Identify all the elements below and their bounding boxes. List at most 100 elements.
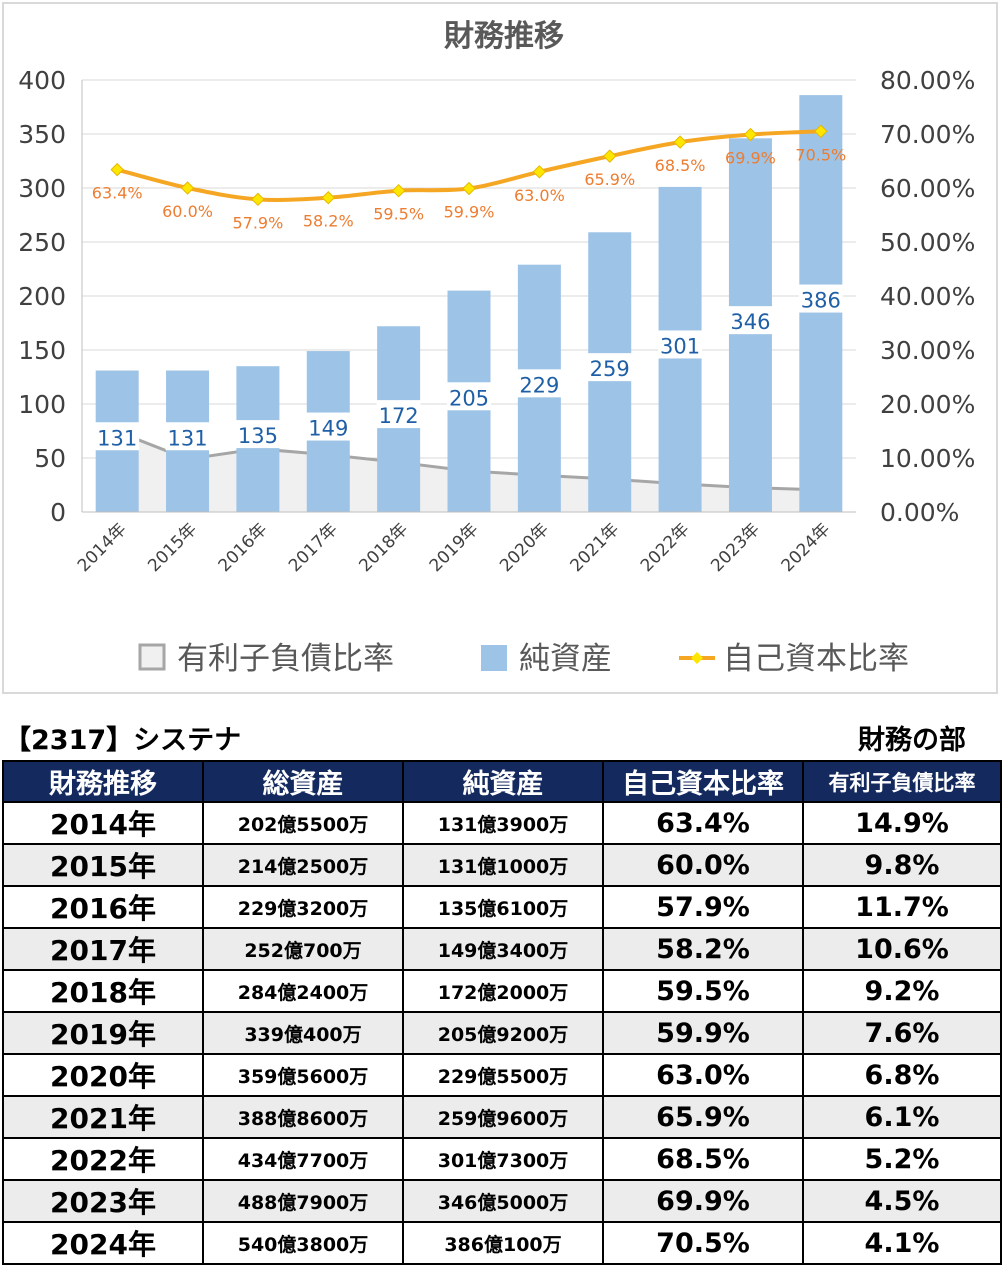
bar-data-label: 149 <box>308 417 348 441</box>
cell-year: 2024年 <box>2 1221 204 1265</box>
cell-net-assets: 149億3400万 <box>402 927 604 971</box>
line-data-label: 63.0% <box>514 186 565 205</box>
y-left-tick-label: 100 <box>18 390 66 419</box>
legend-marker-equity-ratio <box>691 652 703 664</box>
cell-total-assets: 252億700万 <box>202 927 404 971</box>
y-right-tick-label: 10.00% <box>880 444 975 473</box>
y-right-tick-label: 0.00% <box>880 498 959 527</box>
cell-equity-ratio: 70.5% <box>602 1221 804 1265</box>
legend-swatch-net-assets <box>481 645 507 671</box>
company-label: 【2317】システナ <box>4 725 242 756</box>
x-tick-label: 2023年 <box>707 519 764 576</box>
y-right-tick-label: 70.00% <box>880 120 975 149</box>
bar-data-label: 229 <box>519 373 559 397</box>
cell-debt-ratio: 11.7% <box>802 885 1002 929</box>
line-data-label: 58.2% <box>303 212 354 231</box>
table-row: 2018年 284億2400万 172億2000万 59.5% 9.2% <box>2 969 1002 1013</box>
line-point-equity-ratio <box>603 149 617 163</box>
bar-label-bg <box>447 382 491 411</box>
cell-net-assets: 131億1000万 <box>402 843 604 887</box>
cell-total-assets: 339億400万 <box>202 1011 404 1055</box>
line-data-label: 69.9% <box>725 149 776 168</box>
x-tick-label: 2015年 <box>144 519 201 576</box>
cell-year: 2017年 <box>2 927 204 971</box>
cell-net-assets: 205億9200万 <box>402 1011 604 1055</box>
bar-label-bg <box>165 422 210 451</box>
bar-label-bg <box>306 412 351 441</box>
cell-equity-ratio: 60.0% <box>602 843 804 887</box>
y-left-tick-label: 150 <box>18 336 66 365</box>
x-tick-label: 2014年 <box>74 519 131 576</box>
cell-total-assets: 359億5600万 <box>202 1053 404 1097</box>
y-left-tick-label: 250 <box>18 228 66 257</box>
bar-data-label: 135 <box>238 424 278 448</box>
line-data-label: 57.9% <box>232 213 283 232</box>
header-net-assets: 純資産 <box>402 760 604 803</box>
cell-year: 2015年 <box>2 843 204 887</box>
line-data-label: 60.0% <box>162 202 213 221</box>
bar-label-bg <box>728 306 773 335</box>
table-row: 2021年 388億8600万 259億9600万 65.9% 6.1% <box>2 1095 1002 1139</box>
line-data-label: 68.5% <box>655 156 706 175</box>
x-tick-label: 2020年 <box>496 519 553 576</box>
cell-net-assets: 301億7300万 <box>402 1137 604 1181</box>
cell-total-assets: 214億2500万 <box>202 843 404 887</box>
table-row: 2019年 339億400万 205億9200万 59.9% 7.6% <box>2 1011 1002 1055</box>
financial-table: 財務推移 総資産 純資産 自己資本比率 有利子負債比率 2014年 202億550… <box>2 760 1002 1265</box>
bar-data-label: 131 <box>97 426 137 450</box>
cell-total-assets: 540億3800万 <box>202 1221 404 1265</box>
cell-year: 2020年 <box>2 1053 204 1097</box>
x-tick-label: 2018年 <box>355 519 412 576</box>
bar-data-label: 301 <box>660 334 700 358</box>
bar-data-label: 386 <box>801 289 841 313</box>
cell-net-assets: 259億9600万 <box>402 1095 604 1139</box>
y-right-tick-label: 20.00% <box>880 390 975 419</box>
x-tick-label: 2016年 <box>215 519 272 576</box>
chart-panel: 財務推移 0 0.00% 50 10.00% 100 20.00% 150 30.00% 200 4… <box>2 2 998 694</box>
bar-label-bg <box>235 420 280 449</box>
y-left-tick-label: 200 <box>18 282 66 311</box>
line-point-equity-ratio <box>391 183 406 198</box>
table-row: 2015年 214億2500万 131億1000万 60.0% 9.8% <box>2 843 1002 887</box>
cell-year: 2014年 <box>2 801 204 845</box>
table-header-row: 財務推移 総資産 純資産 自己資本比率 有利子負債比率 <box>2 760 1002 803</box>
bar-data-label: 131 <box>167 426 207 450</box>
cell-equity-ratio: 65.9% <box>602 1095 804 1139</box>
cell-net-assets: 131億3900万 <box>402 801 604 845</box>
table-row: 2022年 434億7700万 301億7300万 68.5% 5.2% <box>2 1137 1002 1181</box>
financial-chart: 財務推移 0 0.00% 50 10.00% 100 20.00% 150 30.00% 200 4… <box>18 19 975 677</box>
header-debt-ratio: 有利子負債比率 <box>802 760 1002 803</box>
legend-label-debt-ratio: 有利子負債比率 <box>177 641 394 677</box>
bar-label-bg <box>658 330 703 359</box>
line-point-equity-ratio <box>180 181 195 195</box>
legend-label-net-assets: 純資産 <box>519 641 612 677</box>
x-tick-label: 2017年 <box>285 519 342 576</box>
cell-debt-ratio: 5.2% <box>802 1137 1002 1181</box>
cell-net-assets: 172億2000万 <box>402 969 604 1013</box>
cell-net-assets: 229億5500万 <box>402 1053 604 1097</box>
cell-debt-ratio: 9.2% <box>802 969 1002 1013</box>
cell-total-assets: 202億5500万 <box>202 801 404 845</box>
line-data-label: 70.5% <box>795 145 846 164</box>
legend-swatch-debt-ratio <box>138 643 166 671</box>
cell-year: 2023年 <box>2 1179 204 1223</box>
y-left-tick-label: 400 <box>18 66 66 95</box>
cell-total-assets: 388億8600万 <box>202 1095 404 1139</box>
line-point-equity-ratio <box>673 135 687 149</box>
line-point-equity-ratio <box>532 165 547 179</box>
bar-label-bg <box>376 400 421 429</box>
cell-total-assets: 284億2400万 <box>202 969 404 1013</box>
cell-equity-ratio: 69.9% <box>602 1179 804 1223</box>
y-right-tick-label: 30.00% <box>880 336 975 365</box>
line-data-label: 65.9% <box>584 170 635 189</box>
table-row: 2014年 202億5500万 131億3900万 63.4% 14.9% <box>2 801 1002 845</box>
y-left-tick-label: 50 <box>34 444 66 473</box>
bar-label-bg <box>587 353 632 382</box>
cell-debt-ratio: 4.1% <box>802 1221 1002 1265</box>
x-tick-label: 2021年 <box>567 519 624 576</box>
y-right-tick-label: 50.00% <box>880 228 975 257</box>
cell-equity-ratio: 63.4% <box>602 801 804 845</box>
table-row: 2017年 252億700万 149億3400万 58.2% 10.6% <box>2 927 1002 971</box>
section-label: 財務の部 <box>858 725 966 756</box>
cell-net-assets: 135億6100万 <box>402 885 604 929</box>
